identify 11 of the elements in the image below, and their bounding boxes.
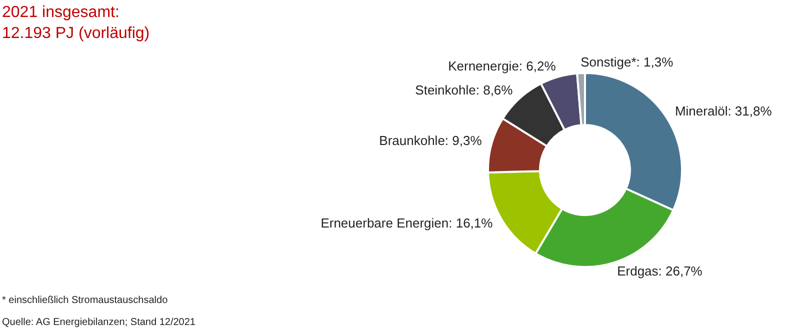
slice-label: Braunkohle: 9,3% bbox=[379, 133, 482, 148]
source-note: Quelle: AG Energiebilanzen; Stand 12/2021 bbox=[2, 317, 196, 328]
text: 12.193 PJ (vorläufig) bbox=[2, 25, 150, 42]
text: * einschließlich Stromaustauschsaldo bbox=[2, 295, 168, 306]
text: 2021 insgesamt: bbox=[2, 4, 120, 21]
slice-label: Sonstige*: 1,3% bbox=[580, 54, 674, 70]
slice-label: Kernenergie: 6,2% bbox=[448, 58, 556, 74]
slice-label: Steinkohle: 8,6% bbox=[415, 82, 514, 98]
slice-label: Erdgas: 26,7% bbox=[617, 264, 703, 279]
slice-label: Erneuerbare Energien: 16,1% bbox=[320, 216, 494, 231]
slice-label: Mineralöl: 31,8% bbox=[674, 104, 772, 119]
